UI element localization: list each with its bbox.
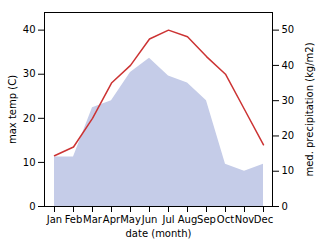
svg-text:10: 10 [23, 157, 36, 168]
svg-text:Sep: Sep [197, 214, 216, 225]
svg-text:0: 0 [29, 201, 35, 212]
svg-text:date (month): date (month) [126, 228, 192, 239]
svg-text:20: 20 [282, 130, 295, 141]
svg-text:30: 30 [23, 68, 36, 79]
svg-text:20: 20 [23, 113, 36, 124]
svg-text:Oct: Oct [217, 214, 234, 225]
svg-text:40: 40 [23, 24, 36, 35]
svg-text:Aug: Aug [178, 214, 198, 225]
svg-text:0: 0 [282, 201, 288, 212]
svg-text:Nov: Nov [235, 214, 255, 225]
svg-text:Jul: Jul [161, 214, 174, 225]
svg-text:30: 30 [282, 95, 295, 106]
svg-text:Dec: Dec [254, 214, 273, 225]
svg-text:40: 40 [282, 60, 295, 71]
svg-text:Jan: Jan [46, 214, 62, 225]
svg-text:Jun: Jun [141, 214, 158, 225]
svg-text:May: May [120, 214, 141, 225]
svg-text:Mar: Mar [83, 214, 103, 225]
svg-text:max temp (C): max temp (C) [7, 75, 18, 144]
svg-text:10: 10 [282, 165, 295, 176]
svg-text:Feb: Feb [65, 214, 83, 225]
svg-text:50: 50 [282, 24, 295, 35]
svg-text:Apr: Apr [103, 214, 121, 225]
svg-text:med. precipitation (kg/m2): med. precipitation (kg/m2) [304, 42, 315, 176]
